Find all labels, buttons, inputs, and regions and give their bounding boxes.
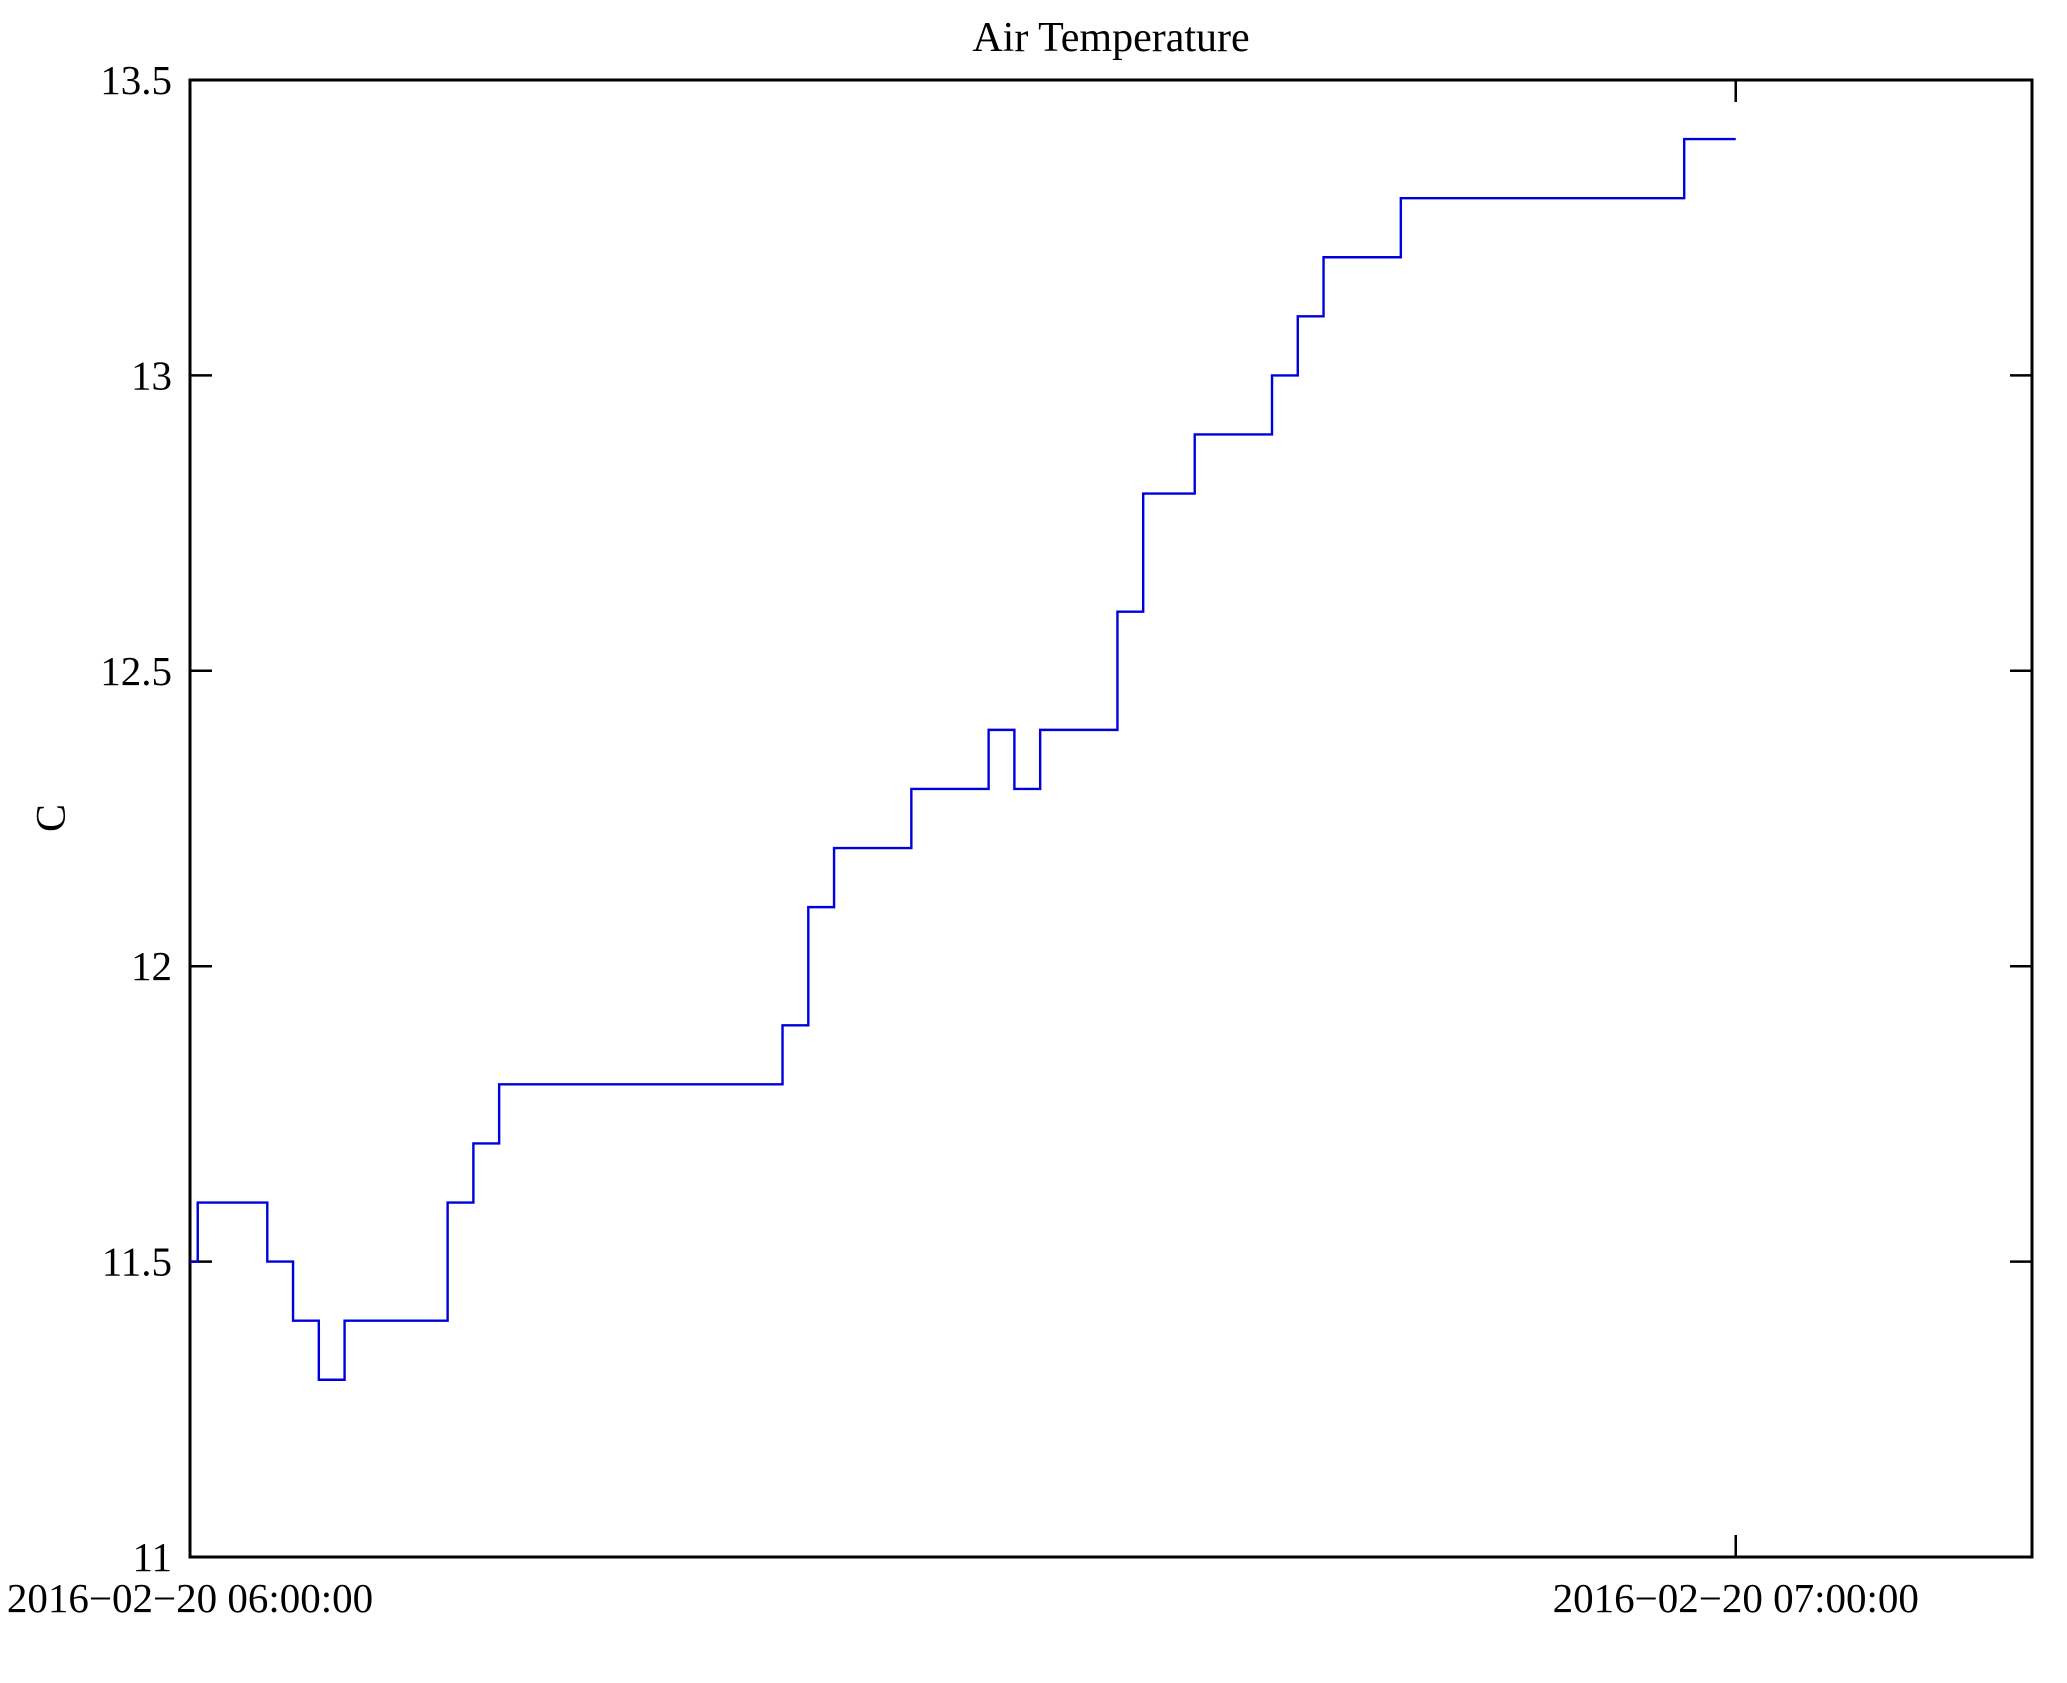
x-tick-label: 2016−02−20 06:00:00 [7,1575,373,1621]
plot-frame [188,78,2034,1559]
x-tick-label: 2016−02−20 07:00:00 [1553,1575,1919,1621]
y-tick-label: 12 [131,943,172,989]
y-tick-label: 11 [133,1534,172,1580]
temperature-step-line [190,137,1736,1381]
y-tick-label: 13.5 [100,57,172,103]
y-tick-label: 13 [131,352,172,398]
chart-title: Air Temperature [972,15,1250,61]
y-tick-label: 11.5 [102,1239,172,1285]
y-tick-label: 12.5 [100,648,172,694]
